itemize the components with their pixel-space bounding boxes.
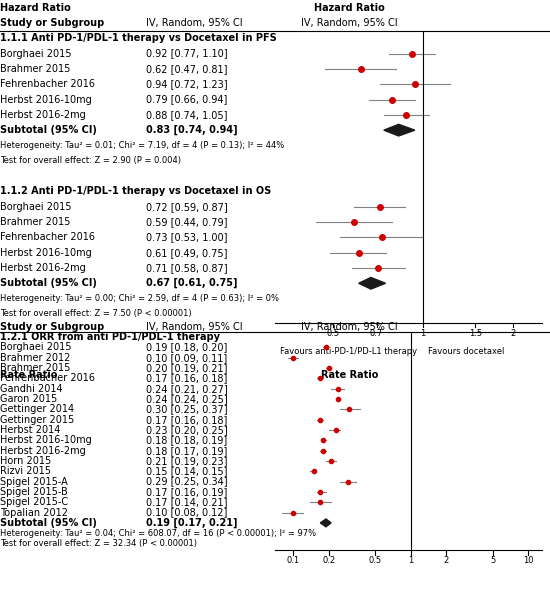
Text: Heterogeneity: Tau² = 0.00; Chi² = 2.59, df = 4 (P = 0.63); I² = 0%: Heterogeneity: Tau² = 0.00; Chi² = 2.59,… — [0, 294, 279, 303]
Text: 0.94 [0.72, 1.23]: 0.94 [0.72, 1.23] — [146, 79, 227, 89]
Text: 0.5: 0.5 — [326, 329, 339, 338]
Text: 0.83 [0.74, 0.94]: 0.83 [0.74, 0.94] — [146, 125, 238, 135]
Text: Spigel 2015-A: Spigel 2015-A — [0, 477, 68, 487]
Text: Subtotal (95% CI): Subtotal (95% CI) — [0, 125, 97, 135]
Text: IV, Random, 95% CI: IV, Random, 95% CI — [301, 18, 398, 28]
Text: Herbst 2016-10mg: Herbst 2016-10mg — [0, 94, 92, 104]
Text: Hazard Ratio: Hazard Ratio — [0, 3, 71, 12]
Text: Borghaei 2015: Borghaei 2015 — [0, 48, 72, 58]
Text: IV, Random, 95% CI: IV, Random, 95% CI — [146, 322, 243, 332]
Text: 0.17 [0.16, 0.18]: 0.17 [0.16, 0.18] — [146, 373, 227, 384]
Text: Borghaei 2015: Borghaei 2015 — [0, 342, 72, 352]
Text: 0.67 [0.61, 0.75]: 0.67 [0.61, 0.75] — [146, 278, 237, 289]
Text: 10: 10 — [523, 556, 534, 565]
Text: 0.92 [0.77, 1.10]: 0.92 [0.77, 1.10] — [146, 48, 227, 58]
Text: 0.73 [0.53, 1.00]: 0.73 [0.53, 1.00] — [146, 232, 227, 242]
Polygon shape — [320, 519, 331, 527]
Text: 5: 5 — [491, 556, 496, 565]
Polygon shape — [359, 277, 386, 289]
Text: Herbst 2016-10mg: Herbst 2016-10mg — [0, 435, 92, 445]
Text: Gandhi 2014: Gandhi 2014 — [0, 384, 63, 394]
Text: 0.61 [0.49, 0.75]: 0.61 [0.49, 0.75] — [146, 248, 227, 258]
Text: Brahmer 2015: Brahmer 2015 — [0, 363, 70, 373]
Text: 0.2: 0.2 — [322, 556, 335, 565]
Text: 0.23 [0.20, 0.25]: 0.23 [0.20, 0.25] — [146, 425, 228, 435]
Text: Garon 2015: Garon 2015 — [0, 394, 57, 404]
Text: Hazard Ratio: Hazard Ratio — [314, 3, 385, 12]
Text: 0.59 [0.44, 0.79]: 0.59 [0.44, 0.79] — [146, 217, 227, 227]
Text: Heterogeneity: Tau² = 0.01; Chi² = 7.19, df = 4 (P = 0.13); I² = 44%: Heterogeneity: Tau² = 0.01; Chi² = 7.19,… — [0, 141, 284, 150]
Text: 0.19 [0.17, 0.21]: 0.19 [0.17, 0.21] — [146, 518, 237, 528]
Text: Subtotal (95% CI): Subtotal (95% CI) — [0, 518, 97, 528]
Text: Study or Subgroup: Study or Subgroup — [0, 18, 104, 28]
Text: Topalian 2012: Topalian 2012 — [0, 507, 68, 517]
Text: 0.24 [0.24, 0.25]: 0.24 [0.24, 0.25] — [146, 394, 228, 404]
Text: 2: 2 — [510, 329, 515, 338]
Text: Herbst 2016-2mg: Herbst 2016-2mg — [0, 445, 86, 455]
Text: Herbst 2016-2mg: Herbst 2016-2mg — [0, 110, 86, 120]
Polygon shape — [384, 124, 415, 136]
Text: 0.62 [0.47, 0.81]: 0.62 [0.47, 0.81] — [146, 64, 227, 74]
Text: IV, Random, 95% CI: IV, Random, 95% CI — [301, 322, 398, 332]
Text: 0.19 [0.18, 0.20]: 0.19 [0.18, 0.20] — [146, 342, 227, 352]
Text: Rizvi 2015: Rizvi 2015 — [0, 466, 51, 476]
Text: 2: 2 — [443, 556, 449, 565]
Text: Fehrenbacher 2016: Fehrenbacher 2016 — [0, 79, 95, 89]
Text: 0.72 [0.59, 0.87]: 0.72 [0.59, 0.87] — [146, 202, 228, 212]
Text: 0.29 [0.25, 0.34]: 0.29 [0.25, 0.34] — [146, 477, 227, 487]
Text: 0.1: 0.1 — [287, 556, 300, 565]
Text: Fehrenbacher 2016: Fehrenbacher 2016 — [0, 232, 95, 242]
Text: 0.10 [0.09, 0.11]: 0.10 [0.09, 0.11] — [146, 353, 227, 363]
Text: Subtotal (95% CI): Subtotal (95% CI) — [0, 278, 97, 289]
Text: IV, Random, 95% CI: IV, Random, 95% CI — [146, 18, 243, 28]
Text: 1.1.1 Anti PD-1/PDL-1 therapy vs Docetaxel in PFS: 1.1.1 Anti PD-1/PDL-1 therapy vs Docetax… — [0, 33, 277, 43]
Text: 1.5: 1.5 — [469, 329, 482, 338]
Text: Favours docetaxel: Favours docetaxel — [428, 347, 505, 356]
Text: Herbst 2016-2mg: Herbst 2016-2mg — [0, 263, 86, 273]
Text: 0.17 [0.16, 0.19]: 0.17 [0.16, 0.19] — [146, 487, 227, 497]
Text: Study or Subgroup: Study or Subgroup — [0, 322, 104, 332]
Text: 0.17 [0.16, 0.18]: 0.17 [0.16, 0.18] — [146, 415, 227, 425]
Text: 0.10 [0.08, 0.12]: 0.10 [0.08, 0.12] — [146, 507, 227, 517]
Text: Heterogeneity: Tau² = 0.04; Chi² = 608.07, df = 16 (P < 0.00001); I² = 97%: Heterogeneity: Tau² = 0.04; Chi² = 608.0… — [0, 529, 316, 537]
Text: Rate Ratio: Rate Ratio — [0, 369, 57, 379]
Text: Spigel 2015-B: Spigel 2015-B — [0, 487, 68, 497]
Text: 0.30 [0.25, 0.37]: 0.30 [0.25, 0.37] — [146, 404, 227, 414]
Text: Gettinger 2014: Gettinger 2014 — [0, 404, 74, 414]
Text: 0.5: 0.5 — [369, 556, 382, 565]
Text: 0.18 [0.18, 0.19]: 0.18 [0.18, 0.19] — [146, 435, 227, 445]
Text: Brahmer 2015: Brahmer 2015 — [0, 64, 70, 74]
Text: Gettinger 2015: Gettinger 2015 — [0, 415, 74, 425]
Text: Brahmer 2015: Brahmer 2015 — [0, 217, 70, 227]
Text: 0.21 [0.19, 0.23]: 0.21 [0.19, 0.23] — [146, 456, 227, 466]
Text: 0.88 [0.74, 1.05]: 0.88 [0.74, 1.05] — [146, 110, 227, 120]
Text: Fehrenbacher 2016: Fehrenbacher 2016 — [0, 373, 95, 384]
Text: 0.7: 0.7 — [370, 329, 383, 338]
Text: Rate Ratio: Rate Ratio — [321, 369, 378, 379]
Text: 0.24 [0.21, 0.27]: 0.24 [0.21, 0.27] — [146, 384, 228, 394]
Text: 0.20 [0.19, 0.21]: 0.20 [0.19, 0.21] — [146, 363, 227, 373]
Text: Herbst 2014: Herbst 2014 — [0, 425, 60, 435]
Text: 0.71 [0.58, 0.87]: 0.71 [0.58, 0.87] — [146, 263, 227, 273]
Text: 0.79 [0.66, 0.94]: 0.79 [0.66, 0.94] — [146, 94, 227, 104]
Text: 0.17 [0.14, 0.21]: 0.17 [0.14, 0.21] — [146, 497, 227, 507]
Text: 0.15 [0.14, 0.15]: 0.15 [0.14, 0.15] — [146, 466, 227, 476]
Text: Test for overall effect: Z = 2.90 (P = 0.004): Test for overall effect: Z = 2.90 (P = 0… — [0, 156, 181, 165]
Text: Favours anti-PD-1/PD-L1 therapy: Favours anti-PD-1/PD-L1 therapy — [280, 347, 417, 356]
Text: 1: 1 — [408, 556, 414, 565]
Text: Horn 2015: Horn 2015 — [0, 456, 51, 466]
Text: Test for overall effect: Z = 7.50 (P < 0.00001): Test for overall effect: Z = 7.50 (P < 0… — [0, 309, 191, 319]
Text: 1.1.2 Anti PD-1/PDL-1 therapy vs Docetaxel in OS: 1.1.2 Anti PD-1/PDL-1 therapy vs Docetax… — [0, 186, 271, 196]
Text: Brahmer 2012: Brahmer 2012 — [0, 353, 70, 363]
Text: Borghaei 2015: Borghaei 2015 — [0, 202, 72, 212]
Text: Herbst 2016-10mg: Herbst 2016-10mg — [0, 248, 92, 258]
Text: 1.2.1 ORR from anti PD-1/PDL-1 therapy: 1.2.1 ORR from anti PD-1/PDL-1 therapy — [0, 332, 220, 342]
Text: 0.18 [0.17, 0.19]: 0.18 [0.17, 0.19] — [146, 445, 227, 455]
Text: 1: 1 — [420, 329, 426, 338]
Text: Test for overall effect: Z = 32.34 (P < 0.00001): Test for overall effect: Z = 32.34 (P < … — [0, 539, 197, 548]
Text: Spigel 2015-C: Spigel 2015-C — [0, 497, 68, 507]
